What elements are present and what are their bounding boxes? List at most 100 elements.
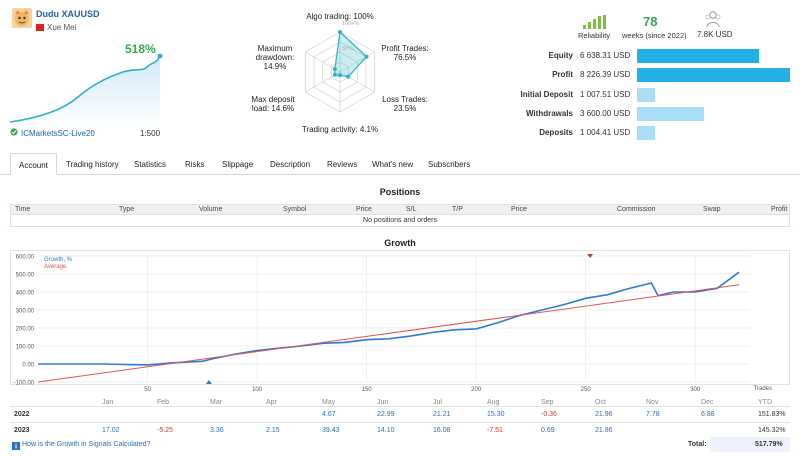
- ytd-value: 145.32%: [758, 427, 786, 434]
- balance-row-equity: Equity 6 638.31 USD: [500, 48, 790, 64]
- col-commission: Commission: [617, 206, 656, 213]
- radar-axis: [339, 71, 375, 93]
- col-tp: T/P: [452, 206, 463, 213]
- tab-description[interactable]: Description: [270, 160, 311, 169]
- total-value: 517.79%: [755, 441, 783, 448]
- col-sl: S/L: [406, 206, 417, 213]
- radar-chart: [305, 30, 375, 113]
- balance-value: 3 600.00 USD: [580, 109, 631, 118]
- balance-label: Withdrawals: [525, 109, 573, 118]
- positions-empty: No positions and orders: [10, 215, 790, 227]
- balance-bar: [637, 126, 655, 140]
- radar-max-deposit-load: Max deposit load: 14.6%: [251, 95, 295, 113]
- y-tick-label: 0.00: [22, 363, 34, 369]
- col-symbol: Symbol: [283, 206, 307, 213]
- tab-bar: Account Trading history Statistics Risks…: [0, 153, 800, 175]
- col-type: Type: [119, 206, 135, 213]
- month-value: 2.15: [266, 427, 280, 434]
- tab-trading-history[interactable]: Trading history: [66, 160, 119, 169]
- growth-title: Growth: [384, 238, 416, 248]
- tab-reviews[interactable]: Reviews: [327, 160, 358, 169]
- server-name[interactable]: ICMarketsSC-Live20: [21, 129, 95, 138]
- month-value: 21.86: [595, 427, 613, 434]
- radar-max-drawdown: Maximum drawdown: 14.9%: [255, 44, 295, 71]
- yearly-header: Jan Feb Mar Apr May Jun Jul Aug Sep Oct Nov Dec YTD: [10, 395, 790, 411]
- tab-statistics[interactable]: Statistics: [134, 160, 167, 169]
- month-value: 7.78: [646, 411, 660, 418]
- yearly-row: 2023 17.02 -5.25 3.36 2.15 39.43 14.10 16.08 -7.…: [10, 422, 790, 438]
- balance-row-profit: Profit 8 226.39 USD: [500, 67, 790, 83]
- radar-loss-trades: Loss Trades: 23.5%: [382, 95, 428, 113]
- balance-bar: [637, 49, 759, 63]
- info-icon: [12, 442, 20, 450]
- year-label: 2022: [14, 411, 30, 418]
- tab-subscribers[interactable]: Subscribers: [428, 160, 471, 169]
- flag-icon: [36, 24, 44, 31]
- y-tick-label: 100.00: [16, 345, 35, 351]
- balance-bar: [637, 107, 704, 121]
- month-value: 0.69: [541, 427, 555, 434]
- tab-account[interactable]: Account: [10, 153, 57, 175]
- tab-whats-new[interactable]: What's new: [372, 160, 414, 169]
- month-value: -0.36: [541, 411, 557, 418]
- reliability-label: Reliability: [578, 31, 611, 40]
- author-name[interactable]: Xue Mei: [47, 23, 77, 32]
- month-header: May: [322, 399, 336, 406]
- month-value: 17.02: [102, 427, 120, 434]
- month-header: Aug: [487, 399, 500, 406]
- growth-chart-frame: [10, 250, 790, 385]
- x-tick-label: 50: [144, 387, 151, 393]
- month-value: 21.21: [433, 411, 451, 418]
- check-icon: [10, 128, 18, 136]
- tab-slippage[interactable]: Slippage: [222, 160, 254, 169]
- growth-calc-link[interactable]: How is the Growth in Signals Calculated?: [22, 441, 151, 448]
- growth-percent: 518%: [125, 42, 156, 56]
- radar-point: [332, 72, 337, 77]
- total-cell: [710, 437, 790, 452]
- weeks-label: weeks (since 2022): [622, 31, 687, 40]
- month-header: YTD: [758, 399, 772, 406]
- balance-bar: [637, 68, 790, 82]
- radar-scale-50: 50%: [342, 46, 354, 52]
- balance-label: Initial Deposit: [520, 90, 573, 99]
- month-value: -5.25: [157, 427, 173, 434]
- tab-risks[interactable]: Risks: [185, 160, 205, 169]
- year-label: 2023: [14, 427, 30, 434]
- balance-label: Deposits: [539, 128, 573, 137]
- month-value: 3.36: [210, 427, 224, 434]
- month-header: Dec: [701, 399, 714, 406]
- col-swap: Swap: [703, 206, 721, 213]
- month-value: 21.96: [595, 411, 613, 418]
- month-header: Mar: [210, 399, 223, 406]
- signal-name[interactable]: Dudu XAUUSD: [36, 9, 100, 19]
- subscribers-value: 7.8K USD: [697, 30, 733, 39]
- month-header: Jul: [433, 399, 442, 406]
- balance-value: 1 007.51 USD: [580, 90, 631, 99]
- average-line: [37, 284, 740, 383]
- balance-bar: [637, 88, 655, 102]
- radar-point: [364, 54, 369, 59]
- month-header: Sep: [541, 399, 554, 406]
- y-tick-label: 400.00: [16, 291, 35, 297]
- ytd-value: 151.83%: [758, 411, 786, 418]
- radar-algo-trading: Algo trading: 100%: [306, 12, 374, 21]
- balance-row-initial-deposit: Initial Deposit 1 007.51 USD: [500, 87, 790, 103]
- y-tick-label: -100.00: [14, 381, 35, 387]
- x-tick-label: 250: [581, 387, 592, 393]
- col-profit: Profit: [771, 206, 788, 213]
- y-tick-label: 300.00: [16, 309, 35, 315]
- x-tick-label: 150: [362, 387, 373, 393]
- y-tick-label: 200.00: [16, 327, 35, 333]
- radar-trading-activity: Trading activity: 4.1%: [301, 125, 379, 134]
- reliability-bars-icon: [583, 15, 606, 29]
- legend-growth: Growth, %: [44, 257, 73, 263]
- balance-value: 8 226.39 USD: [580, 70, 631, 79]
- y-tick-label: 500.00: [16, 273, 35, 279]
- growth-line: [38, 271, 740, 366]
- col-price-2: Price: [511, 206, 527, 213]
- month-header: Jan: [102, 399, 114, 406]
- month-header: Jun: [377, 399, 389, 406]
- month-value: 16.08: [433, 427, 451, 434]
- month-header: Oct: [595, 399, 606, 406]
- radar-axis: [339, 51, 375, 73]
